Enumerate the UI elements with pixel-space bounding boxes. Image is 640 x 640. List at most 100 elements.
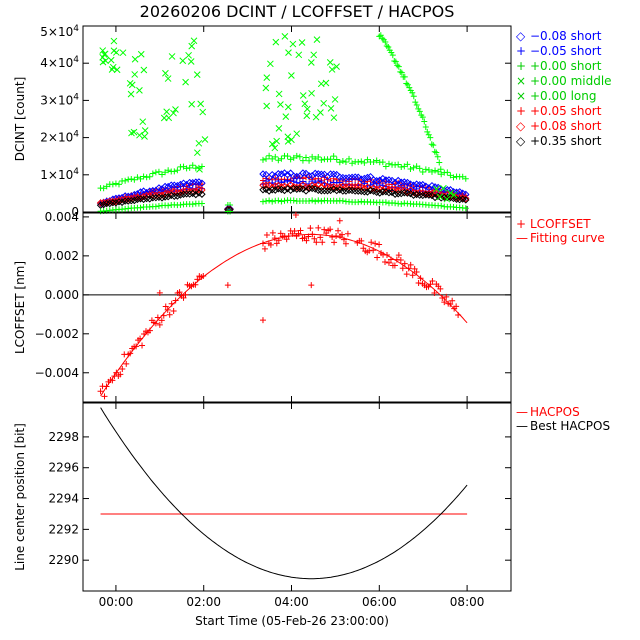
- dcint-axes-frame: [82, 25, 512, 213]
- dcint-point: [317, 109, 324, 116]
- dcint-y-tick-label: 5×104: [40, 24, 79, 39]
- lcoffset-point: [391, 262, 398, 269]
- lcoffset-point: [283, 236, 290, 243]
- dcint-point: [271, 186, 279, 194]
- dcint-point: [96, 199, 105, 207]
- dcint-point: [174, 167, 181, 174]
- dcint-point: [333, 156, 340, 163]
- lcoffset-y-axis-label: LCOFFSET [nm]: [13, 261, 27, 354]
- dcint-point: [128, 129, 135, 137]
- lcoffset-point: [401, 260, 408, 267]
- dcint-point: [139, 192, 148, 201]
- dcint-point: [355, 199, 362, 206]
- dcint-point: [188, 100, 196, 108]
- dcint-point: [428, 141, 435, 148]
- lcoffset-point: [224, 282, 231, 289]
- dcint-point: [333, 186, 341, 195]
- lcoffset-point: [127, 350, 134, 357]
- dcint-point: [313, 36, 321, 43]
- dcint-point: [339, 158, 346, 165]
- dcint-point: [99, 200, 108, 209]
- dcint-point: [317, 187, 326, 195]
- dcint-point: [179, 190, 188, 198]
- lcoffset-point: [182, 291, 189, 298]
- dcint-point: [269, 155, 276, 162]
- dcint-point: [419, 191, 427, 200]
- dcint-legend-symbol: ◇: [516, 29, 526, 43]
- lcoffset-point: [123, 360, 130, 367]
- dcint-point: [415, 181, 424, 189]
- lcoffset-point: [437, 285, 444, 292]
- dcint-point: [409, 191, 418, 199]
- lcoffset-point: [397, 256, 404, 263]
- dcint-point: [436, 159, 443, 166]
- dcint-point: [306, 157, 313, 164]
- dcint-point: [413, 163, 420, 170]
- dcint-point: [305, 184, 313, 193]
- dcint-point: [199, 108, 207, 116]
- dcint-point: [136, 87, 143, 94]
- dcint-point: [317, 170, 326, 178]
- dcint-point: [401, 163, 408, 170]
- dcint-point: [290, 197, 297, 204]
- dcint-point: [146, 173, 153, 180]
- dcint-point: [330, 153, 337, 160]
- dcint-point: [293, 185, 301, 193]
- dcint-point: [410, 164, 417, 171]
- dcint-point: [351, 173, 359, 181]
- dcint-point: [438, 202, 445, 209]
- dcint-point: [278, 198, 285, 205]
- dcint-point: [139, 118, 147, 126]
- lcoffset-point: [344, 230, 351, 237]
- dcint-point: [155, 168, 162, 175]
- dcint-point: [303, 112, 311, 120]
- dcint-point: [395, 161, 402, 168]
- dcint-point: [267, 60, 274, 68]
- dcint-point: [298, 39, 306, 46]
- dcint-point: [119, 49, 127, 57]
- dcint-point: [413, 102, 420, 109]
- dcint-point: [450, 191, 458, 199]
- dcint-point: [385, 188, 393, 197]
- lcoffset-y-tick-label: 0.004: [45, 210, 79, 224]
- dcint-point: [115, 196, 123, 205]
- dcint-point: [406, 84, 413, 91]
- dcint-point: [398, 69, 405, 76]
- dcint-point: [315, 154, 322, 161]
- lcoffset-point: [439, 294, 446, 301]
- dcint-point: [118, 198, 126, 207]
- dcint-point: [143, 174, 150, 181]
- dcint-point: [377, 32, 384, 39]
- dcint-point: [266, 197, 273, 204]
- lcoffset-point: [415, 279, 422, 286]
- dcint-point: [131, 55, 139, 63]
- lcoffset-point: [307, 225, 314, 232]
- dcint-y-tick-label: 1×104: [40, 167, 79, 182]
- dcint-point: [284, 103, 292, 111]
- dcint-point: [102, 57, 109, 65]
- dcint-point: [432, 167, 439, 174]
- dcint-point: [173, 192, 182, 200]
- dcint-point: [433, 185, 440, 193]
- lcoffset-point: [164, 306, 171, 313]
- dcint-point: [389, 52, 396, 59]
- dcint-point: [320, 99, 328, 107]
- lcoffset-y-tick-label: 0.002: [45, 249, 79, 263]
- dcint-point: [363, 173, 372, 182]
- dcint-point: [289, 40, 297, 48]
- dcint-point: [96, 201, 105, 209]
- dcint-point: [388, 185, 396, 193]
- dcint-point: [326, 59, 334, 66]
- dcint-point: [273, 137, 280, 145]
- dcint-point: [360, 188, 369, 196]
- dcint-point: [281, 33, 289, 40]
- lcoffset-point: [146, 327, 153, 334]
- hacpos-x-tick-label: 06:00: [362, 595, 397, 609]
- dcint-point: [372, 185, 381, 193]
- dcint-point: [266, 152, 273, 159]
- dcint-point: [196, 166, 203, 173]
- dcint-point: [158, 194, 166, 202]
- dcint-point: [172, 106, 179, 113]
- dcint-point: [128, 81, 136, 89]
